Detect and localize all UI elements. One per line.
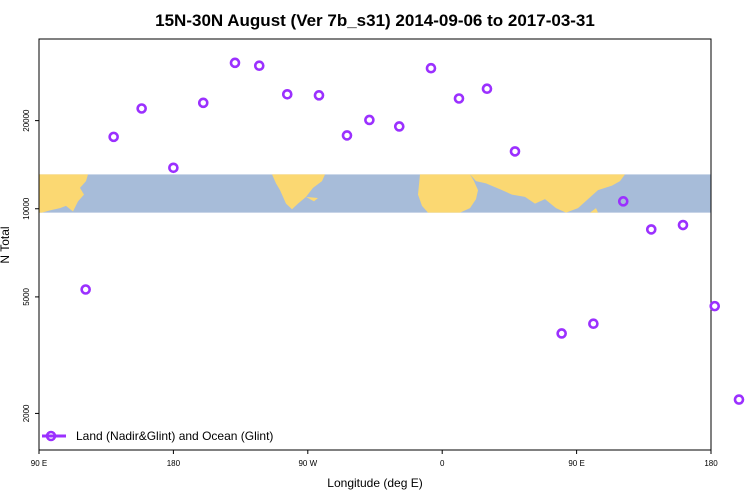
- data-point: [556, 328, 567, 339]
- x-axis-label: Longitude (deg E): [327, 476, 422, 490]
- land-africa: [418, 174, 478, 213]
- data-point: [313, 90, 325, 101]
- data-point: [229, 57, 241, 69]
- land-arabia-india: [470, 174, 625, 213]
- y-axis: 2000 5000 10000 20000: [22, 109, 39, 422]
- data-point: [709, 300, 721, 312]
- legend-label: Land (Nadir&Glint) and Ocean (Glint): [76, 429, 273, 443]
- data-point: [588, 318, 599, 329]
- data-point: [393, 121, 405, 132]
- data-point: [453, 93, 465, 104]
- land-north-america: [272, 174, 325, 210]
- land-asia-west: [39, 174, 88, 213]
- x-tick-label: 0: [440, 459, 445, 468]
- data-point: [481, 83, 493, 95]
- legend-marker: [45, 430, 57, 442]
- data-point: [425, 62, 437, 74]
- x-axis: 90 E 180 90 W 0 90 E 180: [31, 450, 718, 468]
- data-point: [253, 60, 265, 72]
- data-point: [136, 103, 147, 114]
- data-point: [80, 284, 91, 295]
- data-series: [80, 57, 745, 405]
- chart-title: 15N-30N August (Ver 7b_s31) 2014-09-06 t…: [155, 11, 595, 30]
- x-tick-label: 180: [167, 459, 181, 468]
- data-point: [617, 196, 629, 207]
- y-tick-label: 10000: [22, 197, 31, 220]
- data-point: [168, 162, 179, 174]
- y-axis-label: N Total: [0, 226, 12, 263]
- map-land: [39, 174, 625, 213]
- legend: Land (Nadir&Glint) and Ocean (Glint): [42, 429, 273, 443]
- x-tick-label: 90 E: [568, 459, 584, 468]
- world-map-band: [39, 174, 711, 213]
- data-point: [733, 394, 745, 405]
- data-point: [197, 97, 209, 109]
- data-point: [341, 130, 353, 141]
- data-point: [364, 114, 375, 126]
- data-point: [645, 224, 657, 235]
- data-point: [677, 219, 689, 231]
- data-point: [108, 131, 119, 143]
- y-tick-label: 20000: [22, 109, 31, 132]
- data-point: [509, 146, 521, 157]
- land-sri-lanka: [590, 208, 598, 213]
- data-point: [281, 88, 293, 100]
- land-cuba: [306, 196, 318, 202]
- y-tick-label: 5000: [22, 287, 31, 305]
- x-tick-label: 180: [704, 459, 718, 468]
- x-tick-label: 90 W: [298, 459, 317, 468]
- y-tick-label: 2000: [22, 404, 31, 422]
- plot-frame: [38, 38, 712, 451]
- x-tick-label: 90 E: [31, 459, 47, 468]
